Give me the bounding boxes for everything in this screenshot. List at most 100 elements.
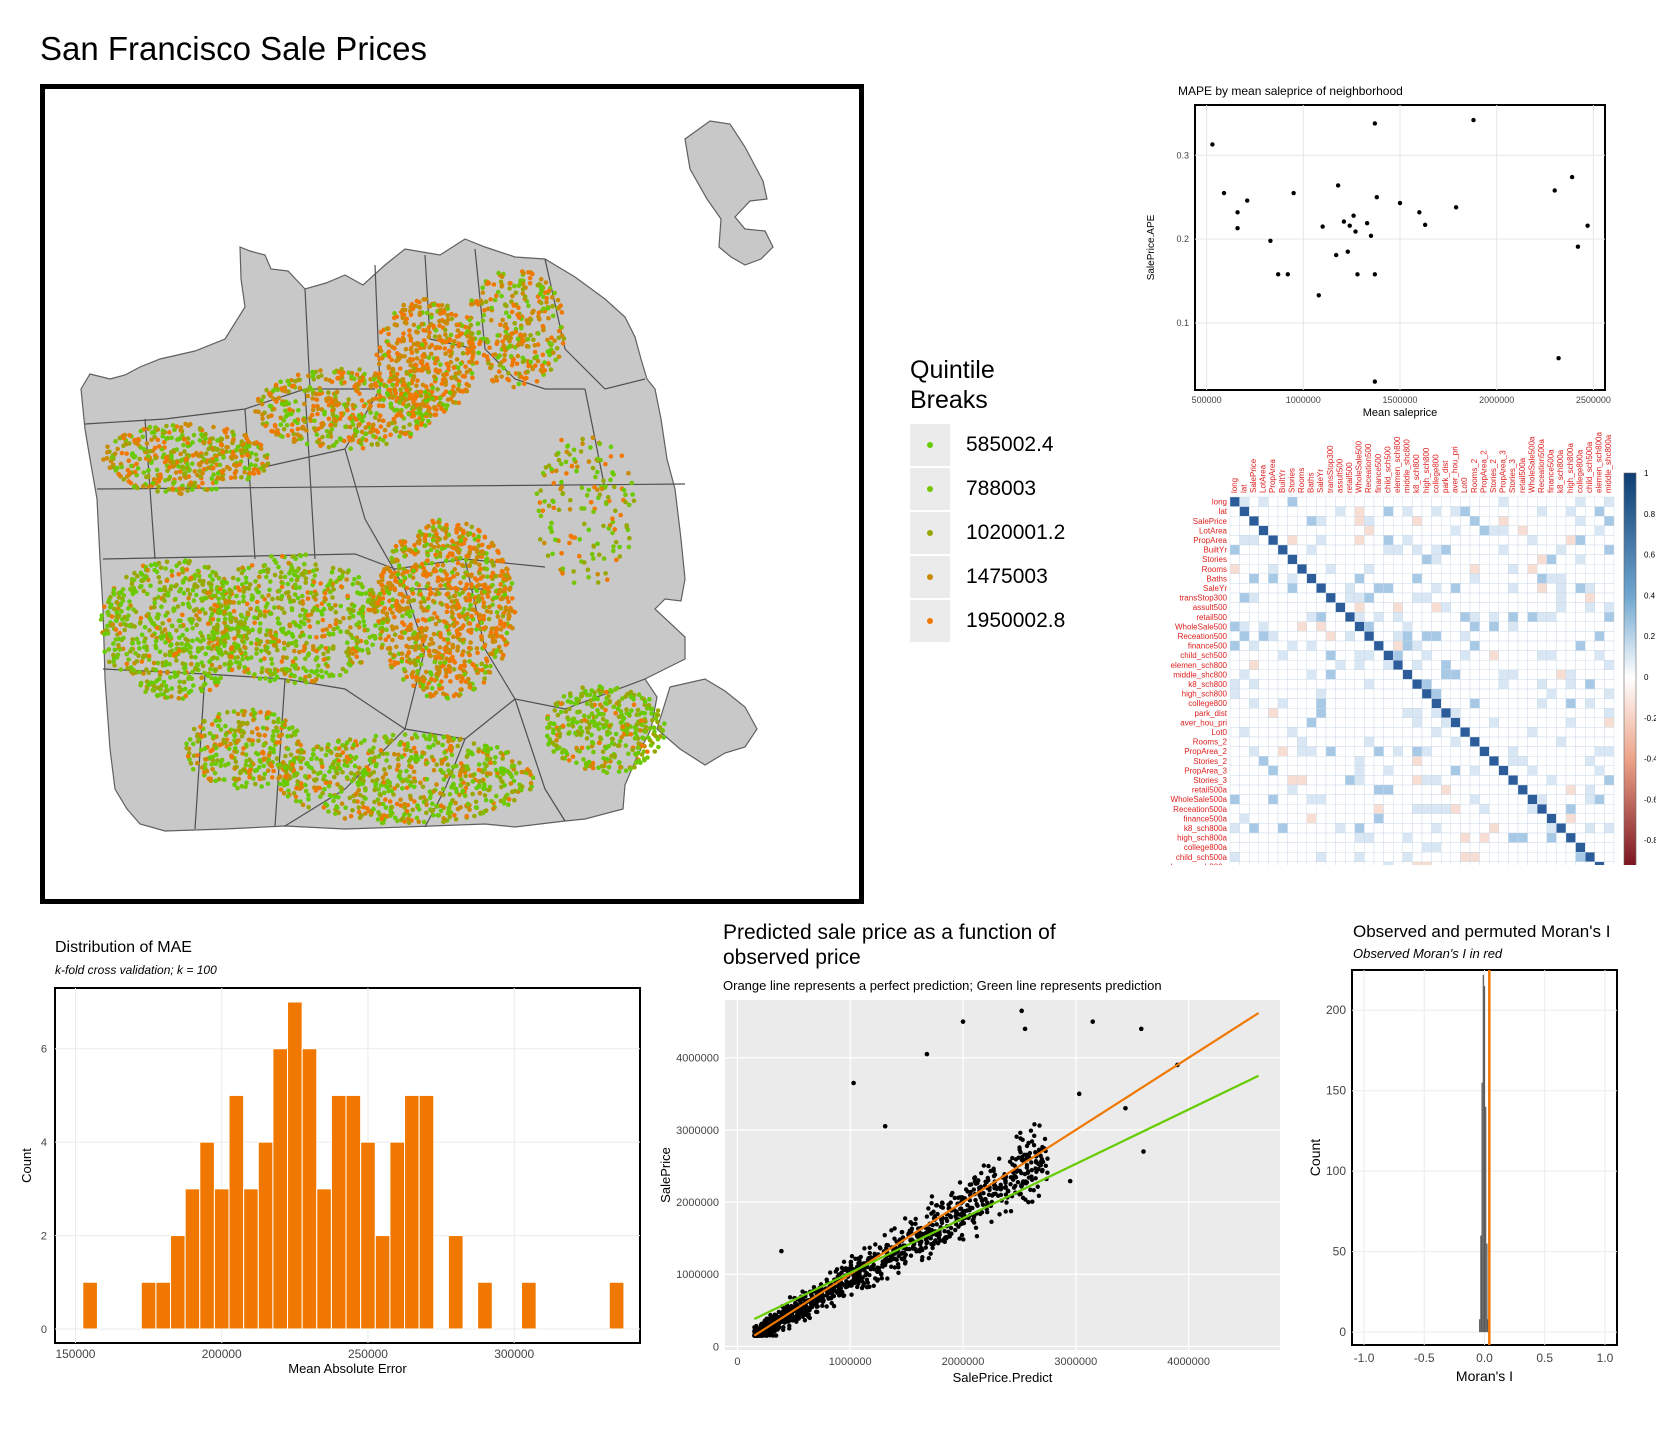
sale-point bbox=[652, 729, 657, 735]
sale-point bbox=[392, 614, 397, 620]
sale-point bbox=[470, 355, 475, 361]
sale-point bbox=[409, 764, 414, 770]
sale-point bbox=[476, 350, 482, 356]
sale-point bbox=[467, 545, 473, 551]
sale-point bbox=[418, 389, 424, 395]
sale-point bbox=[275, 719, 281, 725]
sale-point bbox=[429, 561, 435, 566]
sale-point bbox=[207, 687, 213, 693]
sale-point bbox=[433, 738, 438, 743]
sale-point bbox=[269, 764, 275, 769]
sale-point bbox=[580, 685, 585, 690]
sale-point bbox=[462, 793, 468, 799]
sale-point bbox=[561, 694, 567, 699]
sale-point bbox=[237, 621, 242, 626]
sale-point bbox=[223, 650, 228, 655]
sale-point bbox=[258, 446, 264, 452]
sale-point bbox=[490, 602, 495, 608]
sale-point bbox=[378, 792, 383, 798]
sale-point bbox=[128, 586, 133, 592]
sale-point bbox=[279, 606, 285, 612]
sale-point bbox=[242, 465, 248, 471]
sale-point bbox=[406, 411, 412, 417]
sale-point bbox=[185, 587, 191, 593]
sale-point bbox=[466, 563, 472, 568]
sale-point bbox=[440, 742, 445, 748]
sale-point bbox=[608, 687, 613, 693]
sale-point bbox=[331, 798, 336, 804]
sale-point bbox=[313, 597, 318, 602]
sale-point bbox=[498, 573, 503, 578]
sale-point bbox=[111, 465, 116, 470]
sale-point bbox=[433, 346, 439, 351]
sale-point bbox=[427, 652, 432, 658]
sale-point bbox=[512, 321, 517, 326]
sale-point bbox=[274, 432, 279, 437]
sale-point bbox=[319, 674, 325, 680]
sale-point bbox=[267, 587, 272, 593]
sale-point bbox=[404, 387, 409, 393]
sale-point bbox=[177, 689, 182, 695]
sale-point bbox=[218, 675, 223, 681]
sale-point bbox=[488, 297, 494, 302]
sale-point bbox=[401, 302, 407, 308]
sale-point bbox=[589, 688, 594, 693]
sale-point bbox=[214, 447, 220, 452]
sale-point bbox=[187, 604, 192, 610]
sale-point bbox=[477, 616, 482, 621]
sale-point bbox=[593, 714, 599, 720]
sale-point bbox=[418, 662, 424, 667]
sale-point bbox=[161, 633, 167, 639]
sale-point bbox=[648, 743, 654, 748]
sale-point bbox=[128, 480, 134, 486]
sale-point bbox=[402, 575, 408, 580]
sale-point bbox=[510, 596, 515, 601]
sale-point bbox=[468, 640, 473, 645]
sale-point bbox=[416, 645, 422, 651]
sale-point bbox=[447, 390, 453, 396]
sale-point bbox=[316, 374, 321, 380]
sale-point bbox=[195, 760, 200, 766]
sale-point bbox=[482, 761, 487, 766]
sale-point bbox=[643, 729, 648, 734]
sale-point bbox=[423, 532, 429, 538]
sale-point bbox=[169, 450, 174, 456]
sale-point bbox=[344, 754, 350, 760]
sale-point bbox=[198, 630, 203, 636]
sale-point bbox=[476, 582, 482, 588]
sale-point bbox=[405, 605, 411, 611]
sale-point bbox=[362, 628, 368, 633]
sale-point bbox=[527, 275, 533, 281]
sale-point bbox=[153, 425, 158, 430]
sale-point bbox=[515, 353, 521, 359]
sale-point bbox=[439, 761, 445, 766]
sale-point bbox=[469, 613, 475, 619]
sale-point bbox=[291, 439, 297, 445]
sale-point bbox=[433, 592, 439, 597]
sale-point bbox=[356, 575, 362, 580]
sale-point bbox=[222, 662, 228, 667]
sale-point bbox=[380, 438, 386, 443]
sale-point bbox=[232, 462, 237, 468]
sale-point bbox=[566, 717, 571, 722]
sale-point bbox=[157, 692, 163, 697]
sale-point bbox=[408, 547, 413, 553]
sale-point bbox=[139, 632, 145, 638]
sale-point bbox=[439, 303, 445, 308]
sale-point bbox=[276, 564, 281, 570]
sale-point bbox=[352, 376, 357, 382]
sale-point bbox=[290, 725, 295, 730]
sale-point bbox=[233, 728, 238, 734]
sale-point bbox=[407, 774, 412, 779]
sale-point bbox=[269, 656, 274, 662]
sale-point bbox=[574, 696, 579, 702]
sale-point bbox=[540, 323, 546, 329]
sale-point bbox=[447, 658, 453, 664]
sale-point bbox=[252, 620, 257, 626]
sale-point bbox=[488, 746, 494, 751]
sale-point bbox=[137, 646, 142, 651]
sale-point bbox=[497, 604, 502, 609]
sale-point bbox=[182, 670, 187, 676]
sale-point bbox=[285, 794, 291, 799]
sale-point bbox=[141, 484, 146, 489]
